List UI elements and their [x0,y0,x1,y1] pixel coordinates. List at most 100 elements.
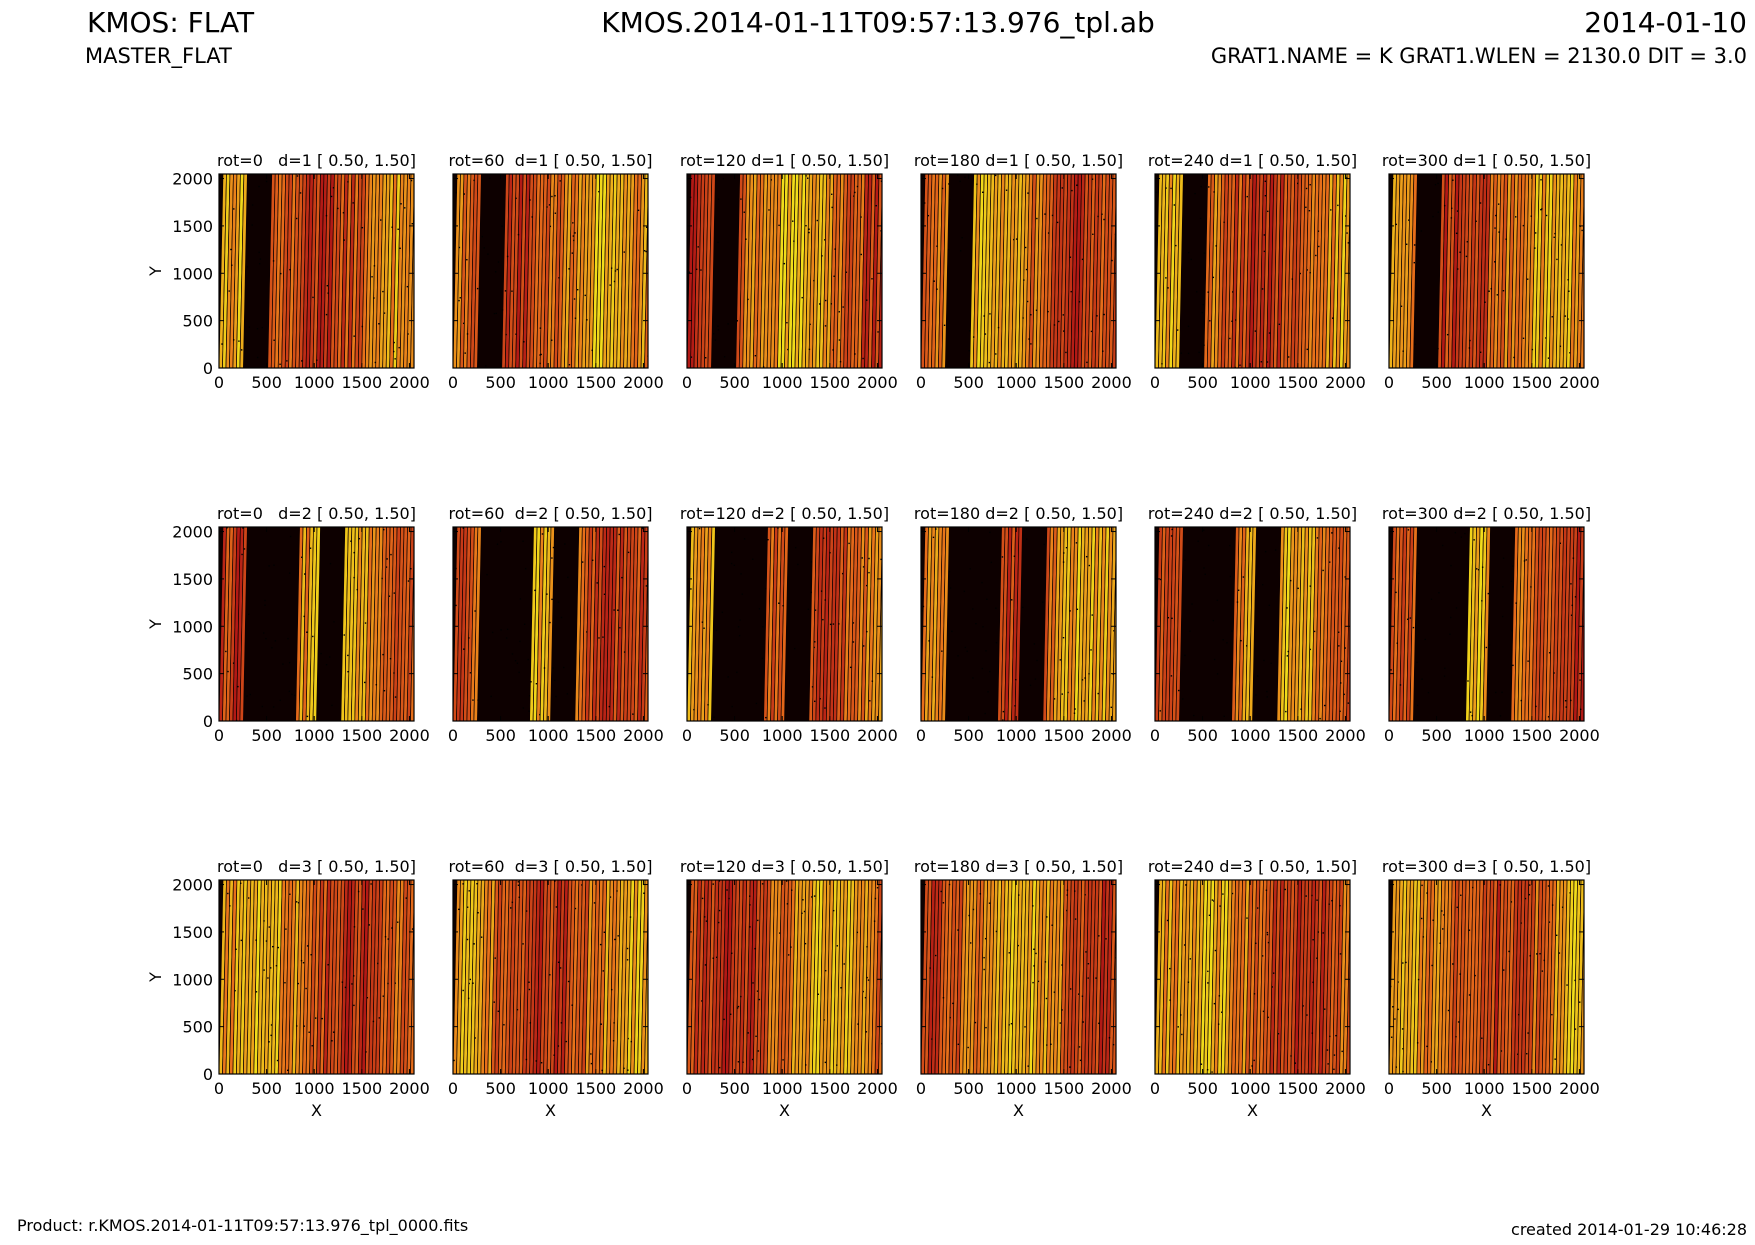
bad-pixel [1090,330,1093,333]
slitlet-stripe [508,880,517,1074]
slitlet-stripe [291,174,300,368]
bad-pixel [959,180,961,183]
slitlet-stripe [1231,527,1240,721]
bad-pixel [285,928,287,930]
bad-pixel [469,672,472,674]
slitlet-stripe [1569,880,1578,1074]
slitlet-stripe [371,880,381,1074]
slitlet-stripe [1094,880,1103,1074]
bad-pixel [1499,884,1501,886]
slitlet-stripe [1524,174,1533,368]
slitlet-stripe [846,174,856,368]
bad-pixel [848,542,850,545]
panel-title: rot=0 d=3 [ 0.50, 1.50] [217,857,416,876]
bad-pixel [1078,993,1080,995]
bad-pixel [1212,619,1215,622]
bad-pixel [805,1064,807,1066]
bad-pixel [308,1031,310,1033]
slitlet-stripe [791,174,800,368]
slitlet-stripe [550,174,559,368]
slitlet-stripe [466,527,475,721]
slitlet-stripe [993,174,1002,368]
bad-pixel [574,907,577,910]
bad-pixel [1297,587,1299,590]
bad-pixel [1473,539,1475,541]
bad-pixel [703,627,705,629]
slitlet-stripe [581,527,590,721]
bad-pixel [824,599,826,601]
bad-pixel [1442,928,1444,930]
bad-pixel [1305,206,1307,209]
slitlet-stripe [874,527,882,721]
bad-pixel [251,204,254,206]
bad-pixel [704,357,707,359]
slitlet-stripe [588,880,597,1074]
slitlet-stripe [392,880,401,1074]
bad-pixel [540,353,542,356]
slitlet-stripe [232,527,241,721]
slitlet-stripe [773,527,782,721]
bad-pixel [269,967,272,969]
slitlet-stripe [693,880,702,1074]
slitlet-stripe [1482,174,1491,368]
x-tick-label: 500 [1187,726,1218,745]
bad-pixel [936,288,938,290]
bad-pixel [752,982,754,984]
bad-pixel [1065,351,1067,354]
slitlet-stripe [839,880,849,1074]
bad-pixel [364,622,367,624]
bad-pixel [337,207,339,210]
bad-pixel [522,707,525,709]
bad-pixel [1450,616,1452,619]
slitlet-stripe [591,174,601,368]
slitlet-stripe [1555,174,1564,368]
bad-pixel [559,967,562,969]
bad-pixel [1092,233,1094,235]
slitlet-stripe [1534,880,1544,1074]
slitlet-stripe [309,880,318,1074]
bad-pixel [1081,679,1084,681]
bad-pixel [1211,1071,1213,1073]
slitlet-stripe [864,527,873,721]
slitlet-stripe [392,527,401,721]
bad-pixel [1246,917,1248,919]
slitlet-stripe [305,174,314,368]
panel-title: rot=240 d=3 [ 0.50, 1.50] [1148,857,1357,876]
bad-pixel [256,328,259,330]
slitlet-stripe [1255,880,1264,1074]
panel-frame [920,173,1117,369]
bad-pixel [957,1043,960,1046]
bad-pixel [630,1040,632,1043]
panel-frame [452,879,649,1075]
bad-pixel [566,693,569,695]
bad-pixel [411,928,414,930]
slitlet-stripe [1234,174,1243,368]
slitlet-stripe [319,174,328,368]
bad-pixel [718,1066,721,1069]
bad-pixel [787,348,789,351]
x-tick-label: 500 [953,1079,984,1098]
bad-pixel [391,927,393,929]
slitlet-stripe [871,880,880,1074]
slitlet-stripe [1297,174,1306,368]
slitlet-stripe [690,174,699,368]
bad-pixel [854,191,856,194]
slitlet-stripe [595,527,604,721]
bad-pixel [347,654,349,657]
bad-pixel [493,1001,495,1003]
slitlet-stripe [832,174,842,368]
bad-pixel [786,903,789,905]
panel-frame [218,526,415,722]
slitlet-stripe [1161,174,1170,368]
slitlet-stripe [470,174,479,368]
x-tick-label: 500 [1421,373,1452,392]
x-tick-label: 0 [916,726,926,745]
slitlet-stripe [1580,182,1584,368]
slitlet-stripe [997,174,1006,368]
bad-pixel [312,635,314,638]
bad-pixel [1170,187,1172,190]
bad-pixel [810,591,812,594]
bad-pixel [599,943,602,946]
bad-pixel [1074,918,1077,920]
bad-pixel [472,699,474,701]
